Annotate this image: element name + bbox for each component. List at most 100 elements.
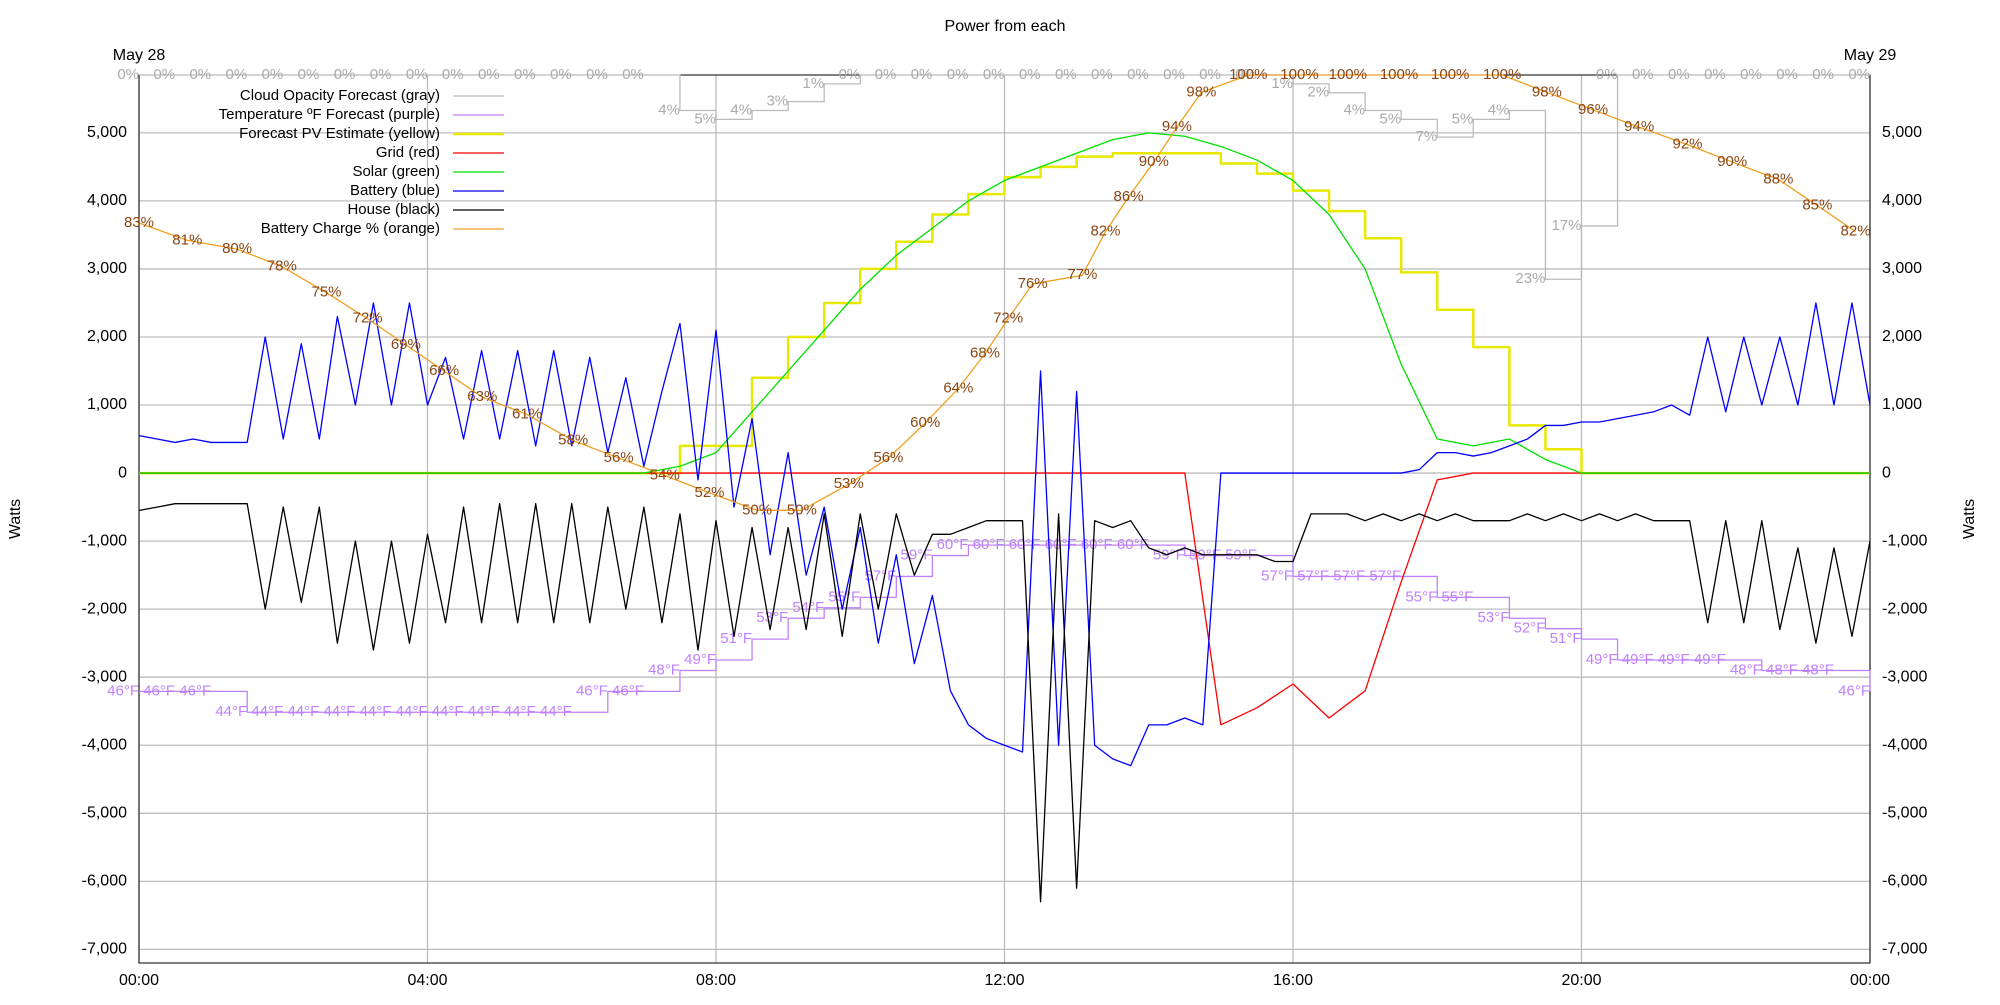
x-tick-label: 20:00 xyxy=(1561,972,1601,989)
value-label: 55°F xyxy=(1405,588,1437,605)
legend-label: Forecast PV Estimate (yellow) xyxy=(239,125,440,142)
chart-title: Power from each xyxy=(945,18,1066,35)
value-label: 0% xyxy=(1163,66,1185,83)
value-label: 46°F xyxy=(1838,682,1870,699)
legend-label: House (black) xyxy=(347,201,440,218)
value-label: 50% xyxy=(787,501,817,518)
value-label: 0% xyxy=(622,66,644,83)
value-label: 57°F xyxy=(1297,567,1329,584)
y-tick-label-right: -3,000 xyxy=(1882,668,1927,685)
value-label: 92% xyxy=(1673,136,1703,153)
value-label: 0% xyxy=(478,66,500,83)
value-label: 0% xyxy=(298,66,320,83)
value-label: 83% xyxy=(124,214,154,231)
value-label: 1% xyxy=(803,75,825,92)
y-tick-label: -1,000 xyxy=(82,532,127,549)
series-line xyxy=(138,74,1856,511)
series-line xyxy=(138,302,1871,767)
y-tick-label-right: 0 xyxy=(1882,464,1891,481)
value-label: 94% xyxy=(1624,118,1654,135)
value-label: 68% xyxy=(970,345,1000,362)
value-label: 46°F xyxy=(576,682,608,699)
value-label: 51°F xyxy=(1550,630,1582,647)
value-label: 82% xyxy=(1090,223,1120,240)
x-tick-label: 08:00 xyxy=(696,972,736,989)
y-tick-label-right: -7,000 xyxy=(1882,941,1927,958)
value-label: 44°F xyxy=(324,703,356,720)
value-label: 0% xyxy=(1704,66,1726,83)
value-label: 0% xyxy=(586,66,608,83)
value-label: 82% xyxy=(1841,223,1871,240)
value-label: 0% xyxy=(226,66,248,83)
value-label: 54% xyxy=(650,466,680,483)
x-tick-label: 16:00 xyxy=(1273,972,1313,989)
y-tick-label-right: 5,000 xyxy=(1882,124,1922,141)
value-label: 0% xyxy=(1055,66,1077,83)
value-label: 0% xyxy=(153,66,175,83)
value-label: 4% xyxy=(658,101,680,118)
value-label: 0% xyxy=(1848,66,1870,83)
value-label: 44°F xyxy=(468,703,500,720)
value-label: 44°F xyxy=(287,703,319,720)
value-label: 0% xyxy=(1740,66,1762,83)
value-label: 54°F xyxy=(792,599,824,616)
date-label: May 29 xyxy=(1844,47,1897,64)
value-label: 63% xyxy=(467,388,497,405)
value-label: 46°F xyxy=(107,682,139,699)
value-label: 0% xyxy=(1812,66,1834,83)
value-label: 4% xyxy=(1488,101,1510,118)
value-label: 90% xyxy=(1139,153,1169,170)
legend-label: Temperature ºF Forecast (purple) xyxy=(219,106,440,123)
value-label: 17% xyxy=(1551,217,1581,234)
value-label: 53°F xyxy=(1478,609,1510,626)
value-label: 0% xyxy=(1235,66,1257,83)
value-label: 66% xyxy=(429,362,459,379)
value-label: 81% xyxy=(172,231,202,248)
value-label: 96% xyxy=(1578,101,1608,118)
value-label: 7% xyxy=(1416,128,1438,145)
x-tick-label: 12:00 xyxy=(984,972,1024,989)
value-label: 0% xyxy=(550,66,572,83)
value-label: 57°F xyxy=(1261,567,1293,584)
value-label: 0% xyxy=(983,66,1005,83)
value-label: 57°F xyxy=(1333,567,1365,584)
value-label: 0% xyxy=(334,66,356,83)
y-tick-label-right: 1,000 xyxy=(1882,396,1922,413)
value-label: 60% xyxy=(910,414,940,431)
value-label: 0% xyxy=(1019,66,1041,83)
value-label: 0% xyxy=(875,66,897,83)
value-label: 0% xyxy=(442,66,464,83)
value-label: 0% xyxy=(1091,66,1113,83)
value-label: 0% xyxy=(1632,66,1654,83)
legend-label: Battery (blue) xyxy=(350,182,440,199)
value-label: 94% xyxy=(1162,118,1192,135)
value-label: 60°F xyxy=(1081,536,1113,553)
value-label: 64% xyxy=(943,379,973,396)
value-label: 0% xyxy=(262,66,284,83)
value-label: 98% xyxy=(1532,83,1562,100)
value-label: 55°F xyxy=(1441,588,1473,605)
series-line xyxy=(138,503,1871,903)
x-tick-label: 00:00 xyxy=(119,972,159,989)
value-label: 49°F xyxy=(1586,651,1618,668)
value-label: 60°F xyxy=(1009,536,1041,553)
value-label: 60°F xyxy=(1117,536,1149,553)
value-label: 48°F xyxy=(648,661,680,678)
y-tick-label-right: -2,000 xyxy=(1882,600,1927,617)
value-label: 56% xyxy=(604,449,634,466)
value-label: 0% xyxy=(1776,66,1798,83)
value-label: 100% xyxy=(1431,66,1469,83)
series-line xyxy=(139,132,1870,474)
value-label: 0% xyxy=(189,66,211,83)
x-tick-label: 04:00 xyxy=(407,972,447,989)
value-label: 59°F xyxy=(901,547,933,564)
value-label: 0% xyxy=(911,66,933,83)
value-label: 0% xyxy=(370,66,392,83)
y-tick-label: 5,000 xyxy=(87,124,127,141)
value-label: 46°F xyxy=(179,682,211,699)
legend-label: Cloud Opacity Forecast (gray) xyxy=(240,87,440,104)
value-label: 72% xyxy=(353,310,383,327)
value-label: 69% xyxy=(391,336,421,353)
value-label: 46°F xyxy=(143,682,175,699)
